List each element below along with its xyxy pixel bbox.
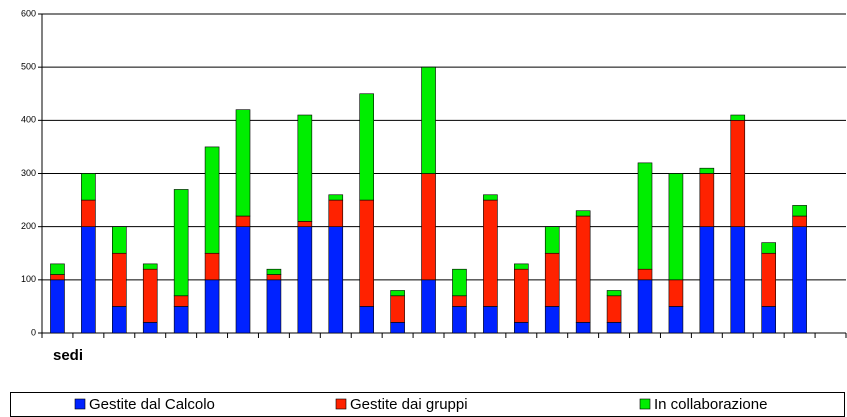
- bar-segment: [204, 252, 220, 281]
- bar-segment: [328, 199, 344, 227]
- bar-segment: [112, 252, 127, 307]
- bar-segment: [606, 290, 622, 297]
- bar-segment: [359, 199, 374, 307]
- bar-segment: [81, 226, 96, 334]
- bar-segment: [514, 322, 529, 334]
- bar-segment: [390, 295, 405, 323]
- bar-segment: [668, 173, 684, 281]
- y-tick-label: 500: [21, 62, 36, 72]
- bar-segment: [235, 109, 251, 217]
- bar-segment: [606, 295, 622, 323]
- y-tick-label: 600: [21, 8, 36, 18]
- legend-swatch: [74, 398, 86, 410]
- bar-segment: [699, 173, 715, 227]
- bar-segment: [204, 146, 220, 254]
- bar-segment: [421, 173, 436, 281]
- bar-segment: [730, 114, 746, 121]
- bar-segment: [328, 226, 344, 334]
- bar-segment: [792, 205, 807, 217]
- y-tick-label: 300: [21, 168, 36, 178]
- y-tick-label: 100: [21, 274, 36, 284]
- bar-segment: [792, 215, 807, 227]
- legend-swatch: [335, 398, 347, 410]
- bar-segment: [81, 199, 96, 227]
- bar-segment: [544, 252, 560, 307]
- bar-segment: [730, 120, 746, 227]
- bar-segment: [637, 279, 653, 334]
- bar-segment: [235, 226, 251, 334]
- bar-segment: [452, 295, 467, 307]
- bar-segment: [792, 226, 807, 334]
- bar-segment: [266, 279, 282, 334]
- bar-segment: [421, 66, 436, 174]
- bar-segment: [112, 226, 127, 254]
- bar-segment: [761, 306, 776, 334]
- bar-segment: [328, 194, 344, 201]
- bar-segment: [575, 322, 591, 334]
- y-tick-label: 200: [21, 221, 36, 231]
- bar-segment: [514, 263, 529, 270]
- bar-segment: [173, 189, 189, 297]
- bar-segment: [204, 279, 220, 334]
- bar-segment: [575, 210, 591, 217]
- bar-segment: [699, 167, 715, 174]
- y-tick-label: 400: [21, 115, 36, 125]
- bar-segment: [142, 322, 158, 334]
- bar-segment: [544, 226, 560, 254]
- y-tick-label: 0: [31, 327, 36, 337]
- legend-label: In collaborazione: [654, 396, 767, 413]
- legend-label: Gestite dai gruppi: [350, 396, 468, 413]
- bar-segment: [606, 322, 622, 334]
- bar-segment: [730, 226, 746, 334]
- bar-segment: [266, 274, 282, 281]
- bar-segment: [514, 268, 529, 323]
- bar-segment: [50, 274, 65, 281]
- bar-segment: [637, 268, 653, 281]
- bar-segment: [297, 221, 313, 227]
- bar-segment: [359, 306, 374, 334]
- bar-segment: [112, 306, 127, 334]
- bar-segment: [173, 295, 189, 307]
- bar-segment: [544, 306, 560, 334]
- bar-segment: [297, 114, 313, 222]
- bar-segment: [483, 306, 498, 334]
- legend-label: Gestite dal Calcolo: [89, 396, 215, 413]
- bar-segment: [421, 279, 436, 334]
- bar-segment: [50, 263, 65, 275]
- bar-segment: [81, 173, 96, 201]
- bar-segment: [390, 322, 405, 334]
- bar-segment: [297, 226, 313, 334]
- bar-segment: [50, 279, 65, 334]
- bar-segment: [235, 215, 251, 227]
- bar-segment: [142, 263, 158, 270]
- bar-segment: [266, 268, 282, 275]
- legend-swatch: [639, 398, 651, 410]
- bar-segment: [699, 226, 715, 334]
- bar-segment: [359, 93, 374, 201]
- bar-segment: [142, 268, 158, 323]
- bar-segment: [483, 199, 498, 307]
- bar-segment: [452, 306, 467, 334]
- bar-segment: [390, 290, 405, 297]
- x-axis-label: sedi: [53, 347, 83, 364]
- bar-segment: [452, 268, 467, 297]
- bar-segment: [575, 215, 591, 323]
- bar-segment: [668, 306, 684, 334]
- bar-segment: [483, 194, 498, 201]
- bar-segment: [637, 162, 653, 270]
- bar-segment: [668, 279, 684, 307]
- bar-segment: [761, 242, 776, 254]
- bar-segment: [173, 306, 189, 334]
- bar-segment: [761, 252, 776, 307]
